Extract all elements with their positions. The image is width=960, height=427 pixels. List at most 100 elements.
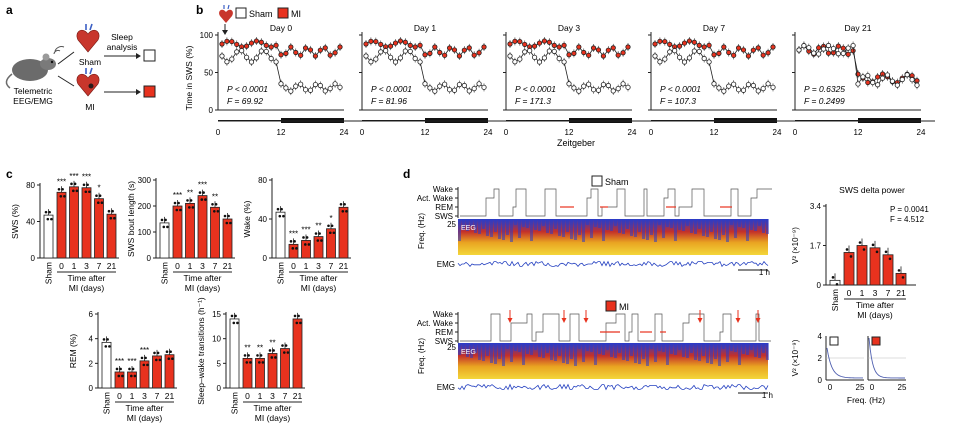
significance-label: * xyxy=(97,184,100,193)
mi-point xyxy=(337,44,343,50)
data-dot xyxy=(57,188,61,191)
data-dot xyxy=(146,363,149,367)
sham-point xyxy=(745,82,752,88)
spectrogram-band xyxy=(638,343,641,364)
spectrogram-band xyxy=(746,343,749,355)
spectrogram-band xyxy=(510,343,513,362)
mi-label-swatch xyxy=(605,300,617,312)
spectrogram-band xyxy=(706,219,709,237)
mi-point xyxy=(234,41,240,48)
data-dot xyxy=(95,194,98,197)
spectrogram-band xyxy=(474,343,477,353)
y-tick-label: 100 xyxy=(200,31,214,40)
bar xyxy=(56,191,67,259)
mi-point xyxy=(451,47,458,53)
significance-label: ** xyxy=(269,338,275,347)
x-tick-label: 12 xyxy=(565,128,574,137)
sham-point xyxy=(600,82,607,88)
x-tick-label: 24 xyxy=(484,128,493,137)
sham-point xyxy=(590,87,597,93)
spectrogram-band xyxy=(730,219,733,225)
significance-label: *** xyxy=(301,225,310,234)
bar-chart-ylabel: REM (%) xyxy=(68,334,78,369)
spectrogram-band xyxy=(666,343,669,365)
label-mi-a: MI xyxy=(85,102,94,112)
data-dot xyxy=(100,201,104,204)
bar xyxy=(275,211,286,259)
significance-label: *** xyxy=(69,172,78,181)
day-title: Day 0 xyxy=(270,23,292,33)
data-dot xyxy=(258,361,261,364)
data-dot xyxy=(875,250,879,254)
x-tick-label: 12 xyxy=(421,128,430,137)
spectrogram-band xyxy=(654,219,657,242)
sham-point xyxy=(865,73,871,79)
spectrogram-band xyxy=(518,343,521,352)
sham-point xyxy=(302,87,309,93)
sham-point xyxy=(293,83,299,89)
legend-mi-swatch xyxy=(277,7,289,19)
mi-point xyxy=(278,52,284,58)
data-dot xyxy=(268,349,272,352)
sham-point xyxy=(801,43,807,49)
group-label-sham: Sham xyxy=(230,392,240,414)
bar xyxy=(229,318,240,389)
spectrogram-band xyxy=(526,219,529,228)
data-dot xyxy=(249,361,252,364)
significance-label: ** xyxy=(187,188,193,197)
sham-point xyxy=(536,59,543,65)
panel-a-letter: a xyxy=(6,3,13,17)
data-dot xyxy=(140,356,144,360)
mi-day-tick: 21 xyxy=(339,261,349,271)
significance-label: ** xyxy=(212,192,218,201)
sham-point xyxy=(327,86,333,92)
significance-label: * xyxy=(329,214,332,223)
spectrogram-band xyxy=(566,219,569,232)
sham-point xyxy=(373,56,379,62)
spectrogram-band xyxy=(510,219,513,242)
spectrogram-band xyxy=(526,343,529,354)
xlabel-line1: Time after xyxy=(300,273,338,283)
sham-point xyxy=(696,48,702,55)
data-dot xyxy=(177,201,180,205)
data-dot xyxy=(73,182,77,186)
data-dot xyxy=(160,218,164,222)
emg-trace xyxy=(457,260,769,268)
spectrogram-band xyxy=(722,219,725,235)
mi-point xyxy=(667,41,673,48)
bar-chart-ylabel: SWS (%) xyxy=(10,204,20,239)
sham-point xyxy=(721,88,727,94)
data-dot xyxy=(247,354,250,357)
heart-icon-legend xyxy=(219,4,233,23)
spectrogram-band xyxy=(594,343,597,365)
y-tick-label: 1.7 xyxy=(810,242,822,251)
mi-point xyxy=(471,52,477,58)
spectrogram-band xyxy=(514,343,517,351)
spectrogram-band xyxy=(686,343,689,358)
spectrogram-band xyxy=(754,219,757,231)
sham-point xyxy=(850,42,856,49)
x-tick-label: 0 xyxy=(870,383,875,392)
mi-point xyxy=(676,43,683,49)
panel-c-letter: c xyxy=(6,167,13,181)
spectrogram-band xyxy=(614,219,617,226)
spectrogram-band xyxy=(546,343,549,353)
data-dot xyxy=(243,354,247,357)
sham-point xyxy=(667,49,673,55)
spectrogram-band xyxy=(470,219,473,226)
spectrogram-band xyxy=(614,343,617,358)
sham-point xyxy=(337,84,343,90)
sham-point xyxy=(402,48,408,54)
sham-point xyxy=(765,81,771,87)
spectrogram-band xyxy=(670,219,673,228)
spectrogram-band xyxy=(550,343,553,360)
mi-point xyxy=(268,44,274,50)
xlabel-line1: Time after xyxy=(254,403,292,413)
p-value: P < 0.0001 xyxy=(371,84,412,94)
spectrogram-band xyxy=(762,219,765,233)
sham-point xyxy=(551,48,557,55)
bar xyxy=(292,318,303,389)
spectrogram-band xyxy=(682,343,685,357)
data-dot xyxy=(133,374,137,378)
treatment-arrow-head xyxy=(222,30,228,35)
